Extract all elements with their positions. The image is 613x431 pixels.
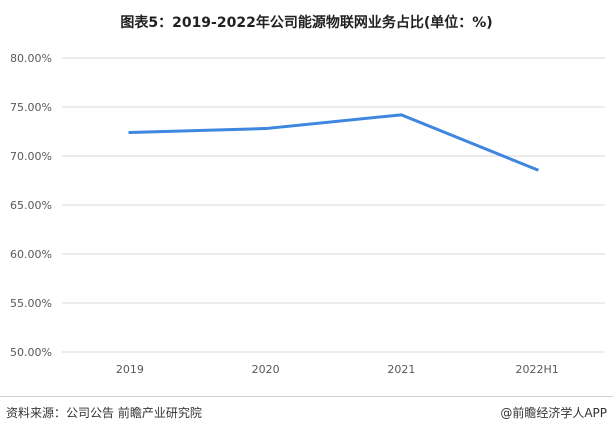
source-note: 资料来源：公司公告 前瞻产业研究院	[6, 406, 202, 420]
credit-note: @前瞻经济学人APP	[500, 406, 607, 420]
x-tick-label: 2021	[387, 363, 415, 376]
y-tick-label: 55.00%	[10, 297, 52, 310]
y-tick-label: 65.00%	[10, 199, 52, 212]
series-layer	[128, 113, 539, 172]
data-point	[535, 168, 539, 172]
data-point	[264, 127, 268, 131]
x-axis-ticks: 2019 2020 2021 2022H1	[116, 363, 559, 376]
data-point	[399, 113, 403, 117]
y-tick-label: 80.00%	[10, 52, 52, 65]
y-tick-label: 70.00%	[10, 150, 52, 163]
y-tick-label: 75.00%	[10, 101, 52, 114]
x-tick-label: 2022H1	[515, 363, 558, 376]
y-axis-ticks: 80.00% 75.00% 70.00% 65.00% 60.00% 55.00% 50.0…	[10, 52, 52, 359]
chart-title: 图表5：2019-2022年公司能源物联网业务占比(单位：%)	[120, 15, 493, 31]
grid-lines	[62, 57, 605, 353]
footer-divider	[0, 396, 613, 397]
y-tick-label: 50.00%	[10, 346, 52, 359]
series-line	[128, 113, 539, 172]
x-tick-label: 2019	[116, 363, 144, 376]
x-tick-label: 2020	[252, 363, 280, 376]
data-point	[128, 130, 132, 134]
y-tick-label: 60.00%	[10, 248, 52, 261]
